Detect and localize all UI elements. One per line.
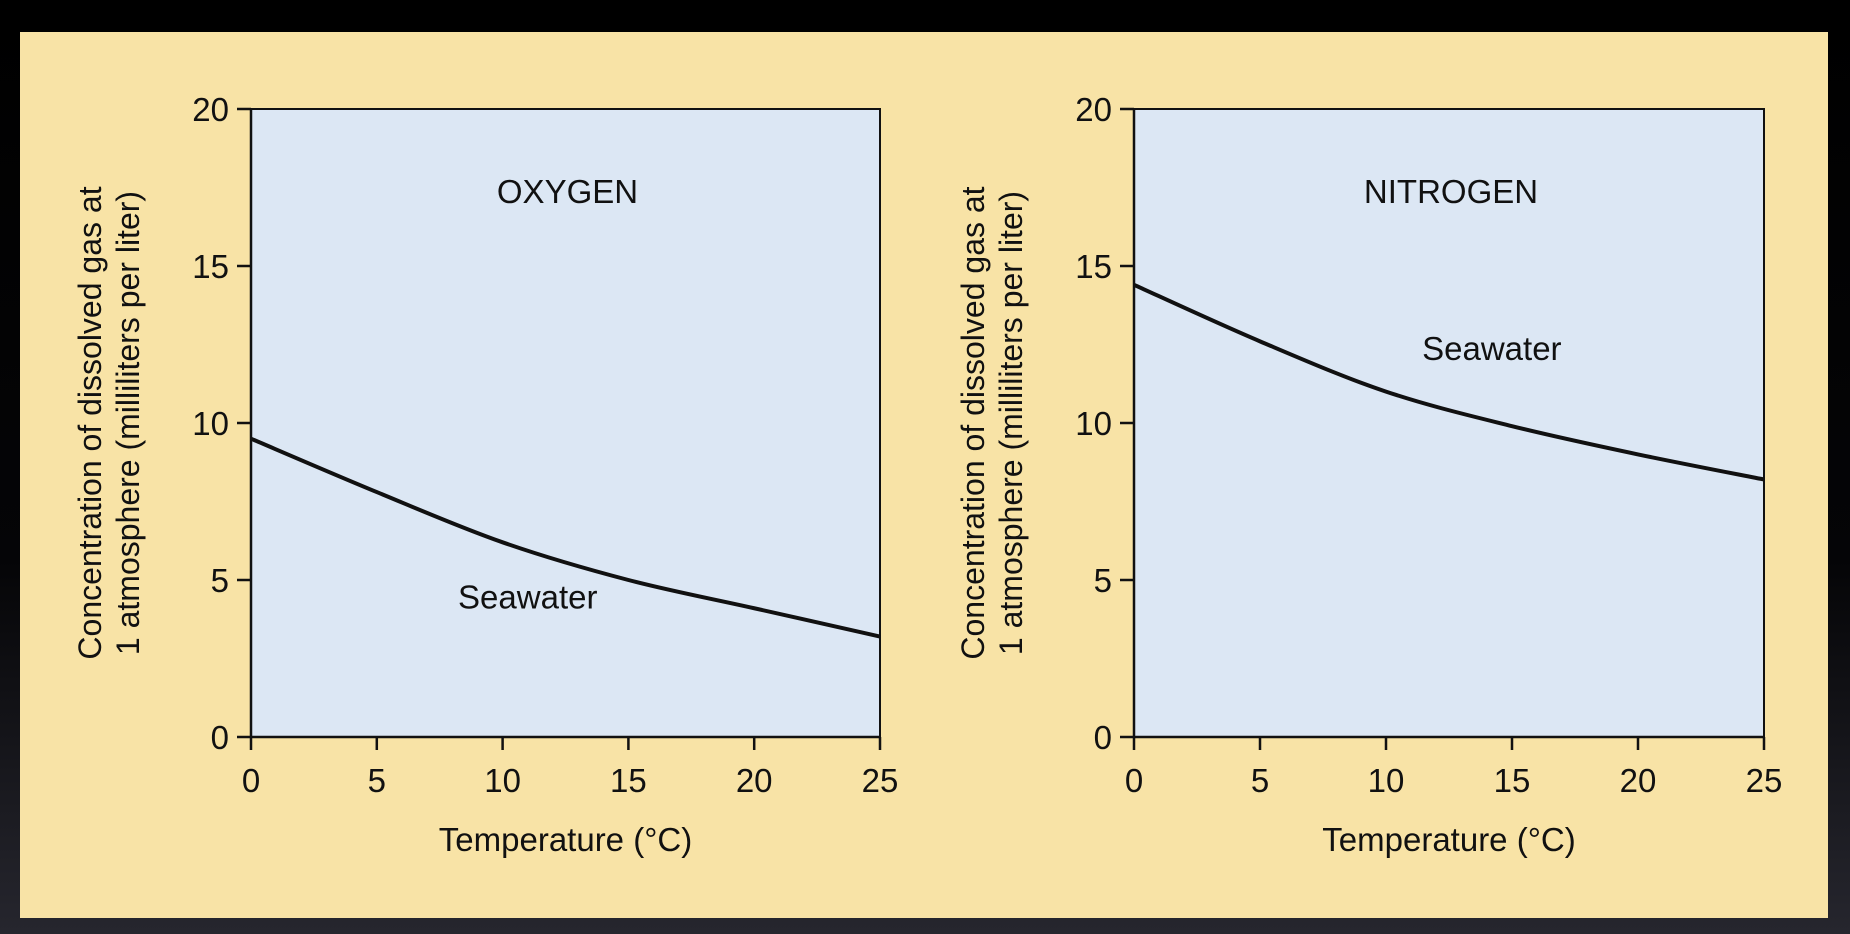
series-label: Seawater bbox=[1422, 330, 1561, 367]
chart-title: NITROGEN bbox=[1364, 173, 1538, 210]
x-tick-label: 0 bbox=[242, 762, 260, 799]
x-tick-label: 15 bbox=[610, 762, 647, 799]
chart-1: 0 5 10 15 20 0 5 10 15 20 25 Temperature (°C) Concen… bbox=[955, 91, 1782, 858]
y-tick-label: 15 bbox=[192, 248, 229, 285]
y-tick-label: 15 bbox=[1075, 248, 1112, 285]
x-tick-label: 0 bbox=[1125, 762, 1143, 799]
chart-title: OXYGEN bbox=[497, 173, 638, 210]
series-line-0 bbox=[250, 436, 881, 639]
x-tick-label: 5 bbox=[368, 762, 386, 799]
x-tick-label: 10 bbox=[1368, 762, 1405, 799]
y-tick-label: 0 bbox=[1094, 719, 1112, 756]
x-tick-label: 15 bbox=[1494, 762, 1531, 799]
y-axis-label-line2: 1 atmosphere (milliliters per liter) bbox=[110, 191, 146, 655]
x-tick-label: 25 bbox=[862, 762, 899, 799]
series-line-0 bbox=[1133, 283, 1765, 482]
series-label: Seawater bbox=[458, 578, 597, 615]
y-tick-label: 5 bbox=[211, 562, 229, 599]
x-tick-label: 20 bbox=[1620, 762, 1657, 799]
y-axis-label-line1: Concentration of dissolved gas at bbox=[955, 186, 991, 659]
y-tick-label: 5 bbox=[1094, 562, 1112, 599]
x-tick-label: 5 bbox=[1251, 762, 1269, 799]
y-tick-label: 10 bbox=[192, 405, 229, 442]
x-axis-label: Temperature (°C) bbox=[1322, 821, 1575, 858]
y-axis-label-line1: Concentration of dissolved gas at bbox=[72, 186, 108, 659]
y-tick-label: 20 bbox=[192, 91, 229, 128]
x-tick-label: 20 bbox=[736, 762, 773, 799]
x-tick-label: 25 bbox=[1746, 762, 1783, 799]
x-axis-label: Temperature (°C) bbox=[439, 821, 692, 858]
y-axis-label-line2: 1 atmosphere (milliliters per liter) bbox=[993, 191, 1029, 655]
y-tick-label: 10 bbox=[1075, 405, 1112, 442]
chart-0: 0 5 10 15 20 0 5 10 15 20 25 Temperature (°C) Concen… bbox=[72, 91, 898, 858]
y-tick-label: 0 bbox=[211, 719, 229, 756]
plot-area bbox=[250, 108, 881, 738]
x-tick-label: 10 bbox=[484, 762, 521, 799]
y-tick-label: 20 bbox=[1075, 91, 1112, 128]
